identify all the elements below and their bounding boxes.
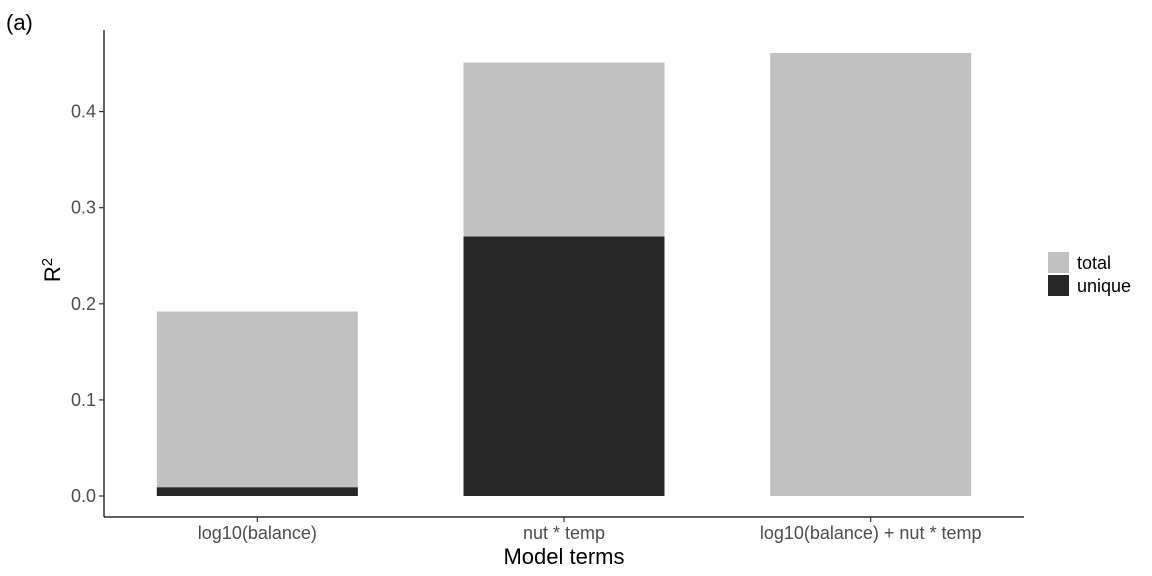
y-axis: 0.0 0.1 0.2 0.3 0.4 [71,30,105,517]
bar-unique-2 [463,236,665,496]
x-tick-label-1: log10(balance) [198,523,317,543]
y-axis-title: R2 [39,258,65,282]
x-axis-title: Model terms [503,544,624,569]
legend-label-unique: unique [1077,276,1131,296]
y-tick-label-1: 0.0 [71,486,96,506]
legend: total unique [1048,252,1131,296]
x-axis: log10(balance) nut * temp log10(balance) +… [104,516,1024,543]
legend-key-total [1048,252,1069,273]
y-axis-title-superscript: 2 [39,258,56,266]
bar-total-3 [770,52,972,496]
y-tick-label-2: 0.1 [71,390,96,410]
bar-total-1 [156,311,358,496]
x-tick-label-2: nut * temp [523,523,605,543]
legend-key-unique [1048,275,1069,296]
y-tick-label-5: 0.4 [71,102,96,122]
y-axis-title-base: R [40,266,65,282]
legend-label-total: total [1077,253,1111,273]
x-tick-label-3: log10(balance) + nut * temp [760,523,982,543]
panel-label: (a) [6,10,33,35]
y-tick-label-4: 0.3 [71,198,96,218]
y-tick-label-3: 0.2 [71,294,96,314]
bar-unique-1 [156,487,358,496]
bars [156,52,972,497]
